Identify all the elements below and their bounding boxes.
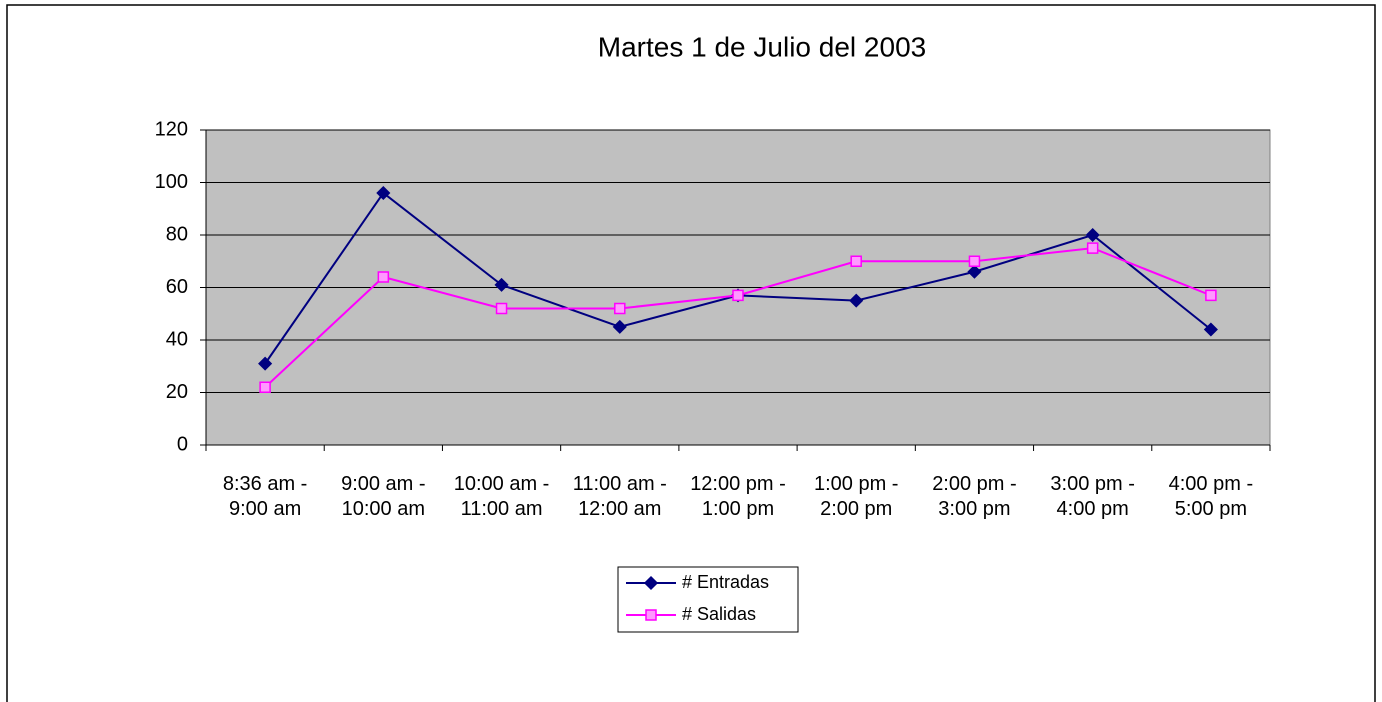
x-tick-label: 10:00 am - 11:00 am	[453, 473, 550, 520]
y-tick-label: 20	[166, 381, 188, 403]
data-point	[1085, 227, 1100, 243]
data-point	[967, 264, 982, 279]
data-point	[849, 293, 864, 308]
y-tick-label: 40	[166, 328, 188, 350]
legend-label: # Salidas	[682, 604, 756, 624]
data-point	[612, 319, 627, 334]
legend-marker	[645, 609, 657, 621]
data-point	[376, 185, 391, 201]
data-point	[495, 302, 508, 315]
x-tick-label: 1:00 pm - 2:00 pm	[813, 473, 899, 520]
y-tick-label: 0	[177, 433, 188, 455]
x-tick-label: 8:36 am - 9:00 am	[222, 473, 308, 520]
data-point	[377, 271, 390, 283]
chart-title: Martes 1 de Julio del 2003	[598, 31, 926, 62]
data-point	[1203, 322, 1218, 337]
data-point	[968, 255, 981, 267]
data-point	[614, 302, 626, 315]
x-tick-label: 11:00 am - 12:00 am	[572, 473, 667, 520]
x-tick-label: 2:00 pm - 3:00 pm	[932, 473, 1017, 520]
legend-marker	[643, 575, 659, 591]
legend-label: # Entradas	[682, 572, 769, 592]
y-tick-label: 120	[155, 118, 188, 140]
x-tick-label: 3:00 pm - 4:00 pm	[1050, 473, 1135, 520]
y-tick-label: 100	[155, 171, 188, 193]
data-point	[850, 255, 862, 267]
legend-box	[617, 566, 799, 633]
y-tick-label: 80	[166, 223, 188, 245]
data-point	[1086, 242, 1099, 254]
x-tick-label: 9:00 am - 10:00 am	[341, 473, 426, 520]
data-point	[494, 277, 509, 292]
data-point	[732, 289, 744, 302]
y-tick-label: 60	[166, 276, 188, 298]
x-tick-label: 12:00 pm - 1:00 pm	[690, 473, 786, 520]
data-point	[258, 356, 273, 371]
data-point	[1205, 289, 1217, 302]
data-point	[259, 381, 271, 393]
x-tick-label: 4:00 pm - 5:00 pm	[1168, 473, 1254, 520]
